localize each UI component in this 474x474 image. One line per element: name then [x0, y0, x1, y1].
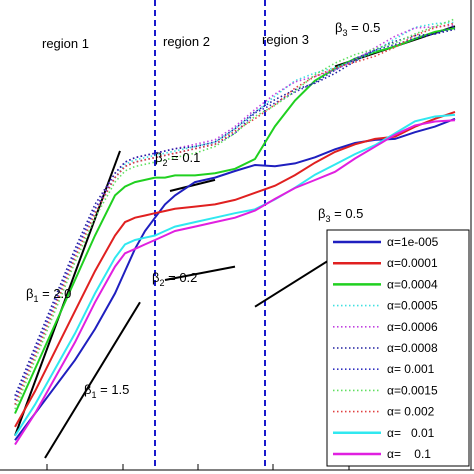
legend-label-8: α= 0.002: [387, 405, 435, 419]
beta-symbol: β: [155, 150, 162, 165]
beta2-01-annotation: β2 = 0.1: [155, 150, 200, 168]
series-line-3: [14, 21, 456, 405]
beta-value: = 2.0: [39, 286, 72, 301]
region-boundaries: [154, 0, 266, 470]
beta1-20-annotation: β1 = 2.0: [26, 286, 71, 304]
beta-symbol: β: [26, 286, 33, 301]
beta-subscript: 3: [325, 214, 330, 224]
beta2-02-annotation: β2 = 0.2: [152, 270, 197, 288]
legend-label-2: α=0.0004: [387, 277, 438, 291]
region-2-label: region 2: [163, 34, 210, 49]
legend-label-4: α=0.0006: [387, 320, 438, 334]
legend: α=1e-005 α=0.0001 α=0.0004 α=0.0005 α=0.0006…: [326, 229, 470, 467]
beta-subscript: 1: [33, 294, 38, 304]
beta-symbol: β: [318, 206, 325, 221]
beta-subscript: 2: [162, 158, 167, 168]
legend-label-0: α=1e-005: [387, 235, 439, 249]
beta-subscript: 3: [342, 28, 347, 38]
legend-label-7: α=0.0015: [387, 383, 438, 397]
legend-box: [326, 229, 470, 467]
reference-slope-line-5: [254, 252, 341, 308]
beta-value: = 0.2: [165, 270, 198, 285]
beta-symbol: β: [84, 382, 91, 397]
legend-label-5: α=0.0008: [387, 341, 438, 355]
beta1-15-annotation: β1 = 1.5: [84, 382, 129, 400]
region-3-label: region 3: [262, 32, 309, 47]
region-1-label: region 1: [42, 36, 89, 51]
beta3-05-top-annotation: β3 = 0.5: [335, 20, 380, 38]
annotations: region 1 region 2 region 3 β1 = 2.0 β1 =…: [26, 20, 380, 400]
beta-symbol: β: [152, 270, 159, 285]
beta-subscript: 1: [91, 390, 96, 400]
beta-subscript: 2: [159, 278, 164, 288]
legend-label-6: α= 0.001: [387, 362, 435, 376]
reference-slope-line-3: [164, 265, 236, 281]
legend-label-10: α= 0.1: [387, 447, 431, 461]
beta3-05-bottom-annotation: β3 = 0.5: [318, 206, 363, 224]
series-line-1: [14, 110, 456, 428]
series-line-10: [14, 119, 456, 446]
beta-symbol: β: [335, 20, 342, 35]
reference-slope-line-2: [169, 178, 216, 192]
series-line-9: [14, 113, 456, 437]
series-line-8: [14, 22, 456, 405]
legend-label-3: α=0.0005: [387, 299, 438, 313]
legend-label-1: α=0.0001: [387, 256, 438, 270]
beta-value: = 0.1: [168, 150, 201, 165]
tick-marks: [46, 464, 350, 470]
beta-value: = 0.5: [331, 206, 364, 221]
legend-label-9: α= 0.01: [387, 426, 435, 440]
reference-slope-line-1: [44, 301, 141, 459]
beta-value: = 0.5: [348, 20, 381, 35]
series-lines: [14, 18, 456, 446]
beta-value: = 1.5: [97, 382, 130, 397]
